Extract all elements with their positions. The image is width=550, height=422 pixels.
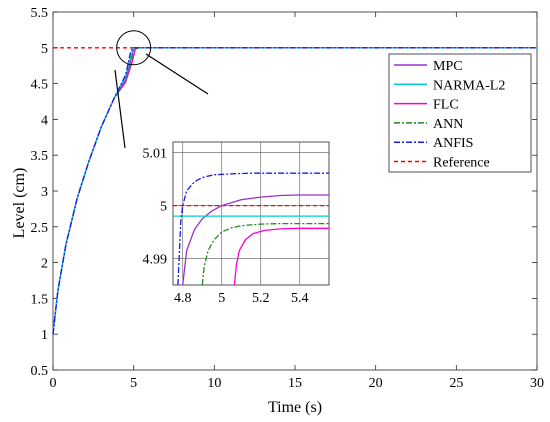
inset-plot-area	[173, 172, 329, 285]
y-tick-label: 4	[41, 113, 48, 128]
inset-frame	[172, 141, 330, 286]
inset-series-line-mpc	[182, 194, 329, 285]
y-tick-label: 1	[41, 328, 48, 343]
inset-y-tick-label: 5	[160, 200, 167, 215]
legend-label: Reference	[433, 156, 490, 171]
inset-axes: 4.8 5 5.2 5.4 4.99 5 5.01	[143, 141, 330, 306]
y-tick-label: 5.5	[31, 6, 49, 21]
inset-series-line-ann	[201, 222, 329, 285]
x-tick-label: 0	[50, 376, 57, 391]
inset-x-tick-label: 5.2	[252, 291, 270, 306]
x-tick-label: 10	[207, 376, 221, 391]
x-tick-label: 5	[130, 376, 137, 391]
y-tick-label: 4.5	[31, 78, 49, 93]
series-line-anfis	[52, 47, 537, 335]
x-tick-label: 20	[369, 376, 383, 391]
zoom-connector-line	[145, 53, 209, 95]
y-tick-label: 3.5	[31, 149, 49, 164]
legend-box	[388, 53, 532, 173]
legend-label: ANN	[433, 117, 463, 132]
inset-series-line-anfis	[177, 172, 329, 285]
zoom-connector-line	[114, 69, 126, 149]
legend-label: MPC	[433, 59, 463, 74]
x-tick-label: 25	[449, 376, 463, 391]
y-tick-label: 2	[41, 257, 48, 272]
inset-x-tick-label: 4.8	[174, 291, 192, 306]
legend-label: FLC	[433, 98, 459, 113]
inset-x-tick-label: 5.4	[291, 291, 309, 306]
legend: MPC NARMA-L2 FLC ANN ANFIS Reference	[388, 53, 532, 173]
y-axis-label: Level (cm)	[11, 168, 28, 239]
inset-y-tick-label: 5.01	[143, 147, 168, 162]
y-tick-label: 3	[41, 185, 48, 200]
legend-label: NARMA-L2	[433, 78, 505, 93]
y-tick-label: 5	[41, 42, 48, 57]
y-tick-label: 2.5	[31, 221, 49, 236]
zoom-circle	[116, 30, 152, 66]
x-axis-label: Time (s)	[268, 399, 322, 416]
main-axes: 0 5 10 15 20 25 30 0.5 1 1.5 2 2.5 3 3.5 4 4.5 5 5.5	[31, 6, 545, 391]
x-tick-label: 30	[530, 376, 544, 391]
x-tick-label: 15	[288, 376, 302, 391]
y-tick-label: 0.5	[31, 364, 49, 379]
inset-x-tick-label: 5	[218, 291, 225, 306]
inset-series-line-flc	[233, 227, 329, 285]
legend-label: ANFIS	[433, 136, 473, 151]
y-tick-label: 1.5	[31, 292, 49, 307]
inset-y-tick-label: 4.99	[143, 253, 168, 268]
